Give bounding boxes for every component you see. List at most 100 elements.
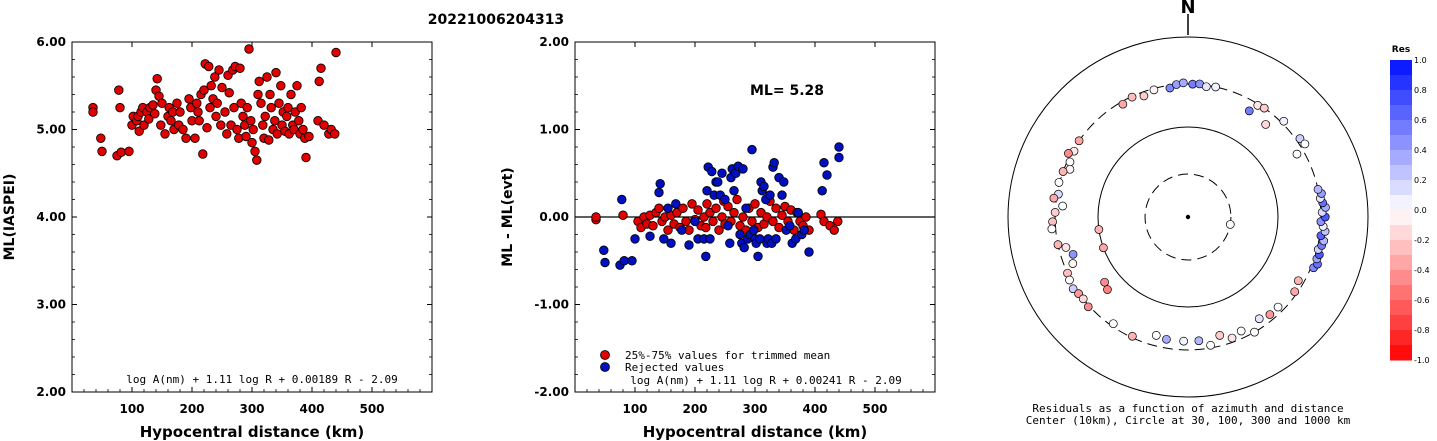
residual-point [1313, 185, 1323, 194]
y-tick-label: 1.00 [539, 123, 569, 137]
residual-point [1068, 284, 1078, 294]
data-point [678, 203, 688, 213]
x-axis-label: Hypocentral distance (km) [140, 423, 365, 441]
colorbar-segment [1390, 300, 1412, 316]
residual-point [1201, 82, 1211, 92]
data-point [254, 76, 264, 87]
colorbar-segment [1390, 180, 1412, 196]
colorbar-segment [1390, 105, 1412, 121]
data-point [681, 216, 691, 227]
residual-point [1206, 340, 1215, 350]
data-point [212, 98, 222, 108]
data-point [217, 82, 227, 93]
data-point [152, 74, 162, 84]
data-point [769, 158, 779, 168]
data-point [817, 186, 827, 196]
residual-point [1293, 276, 1303, 286]
colorbar-segment [1390, 135, 1412, 151]
residual-point [1236, 326, 1246, 336]
data-point [178, 124, 188, 135]
residual-point [1250, 327, 1259, 337]
residual-point [1078, 294, 1088, 304]
colorbar-segment [1390, 240, 1412, 256]
data-point [723, 221, 733, 231]
residual-point [1099, 243, 1108, 253]
residual-point [1068, 249, 1078, 259]
residual-point [1053, 240, 1063, 249]
data-point [166, 116, 176, 126]
data-point [707, 166, 717, 177]
data-point [246, 116, 256, 126]
data-point [244, 44, 254, 54]
data-point [701, 222, 711, 233]
data-point [749, 225, 759, 235]
residual-point [1064, 149, 1073, 158]
data-point [247, 137, 257, 148]
colorbar-segment [1390, 150, 1412, 166]
residual-point [1194, 336, 1204, 346]
data-point [600, 257, 610, 268]
data-point [205, 102, 215, 113]
data-point [144, 114, 154, 124]
data-point [283, 102, 293, 113]
residual-point [1259, 103, 1269, 113]
distance-ring [1097, 126, 1279, 308]
residual-point [1118, 99, 1128, 109]
residual-point [1127, 92, 1137, 102]
data-point [701, 251, 711, 262]
residual-point [1290, 287, 1300, 297]
residual-point [1273, 302, 1283, 312]
colorbar-segment [1390, 195, 1412, 211]
legend-label-rejected: Rejected values [625, 361, 724, 374]
formula-label: log A(nm) + 1.11 log R + 0.00241 R - 2.0… [630, 374, 902, 387]
ml-annotation: ML= 5.28 [750, 83, 824, 99]
data-point [330, 129, 340, 139]
residual-point [1050, 208, 1060, 217]
data-point [256, 98, 266, 108]
residual-point [1292, 149, 1302, 159]
data-point [148, 100, 158, 110]
data-point [258, 120, 268, 130]
ml-residual-vs-distance-chart: Hypocentral distance (km) ML - ML(evt) M… [500, 35, 936, 441]
data-point [804, 247, 814, 257]
colorbar-tick-label: 1.0 [1414, 56, 1427, 65]
data-point [822, 170, 832, 180]
y-tick-label: -2.00 [534, 385, 569, 399]
colorbar-tick-label: -0.2 [1414, 236, 1430, 245]
colorbar-tick-label: -0.6 [1414, 296, 1430, 305]
x-axis-label: Hypocentral distance (km) [643, 423, 868, 441]
residual-point [1225, 220, 1235, 229]
residual-point [1162, 334, 1171, 344]
residual-point [1048, 217, 1057, 227]
data-point [115, 102, 125, 113]
data-point [88, 107, 98, 117]
legend-marker-trimmed [600, 350, 610, 360]
residual-point [1083, 302, 1093, 312]
x-tick-label: 300 [239, 402, 264, 416]
residual-point [1178, 78, 1188, 88]
data-point [160, 129, 170, 139]
data-point [819, 158, 829, 168]
residual-point [1244, 106, 1254, 116]
colorbar-segment [1390, 345, 1412, 361]
y-axis-label: ML(IASPEI) [2, 174, 18, 261]
data-point [304, 131, 314, 142]
data-point [194, 116, 204, 126]
y-tick-label: 6.00 [36, 35, 66, 49]
data-point [671, 199, 681, 209]
y-tick-label: 0.00 [539, 210, 569, 224]
data-point [690, 216, 700, 227]
data-point [241, 131, 251, 142]
residual-point [1151, 331, 1161, 340]
data-point [655, 179, 665, 189]
data-point [248, 124, 258, 135]
residual-point [1149, 85, 1159, 95]
data-point [735, 229, 745, 240]
data-point [659, 234, 669, 244]
data-point [714, 225, 724, 235]
colorbar-segment [1390, 75, 1412, 91]
data-point [591, 212, 601, 222]
x-tick-label: 300 [742, 402, 767, 416]
data-point [222, 129, 232, 139]
figure-title: 20221006204313 [428, 12, 564, 28]
